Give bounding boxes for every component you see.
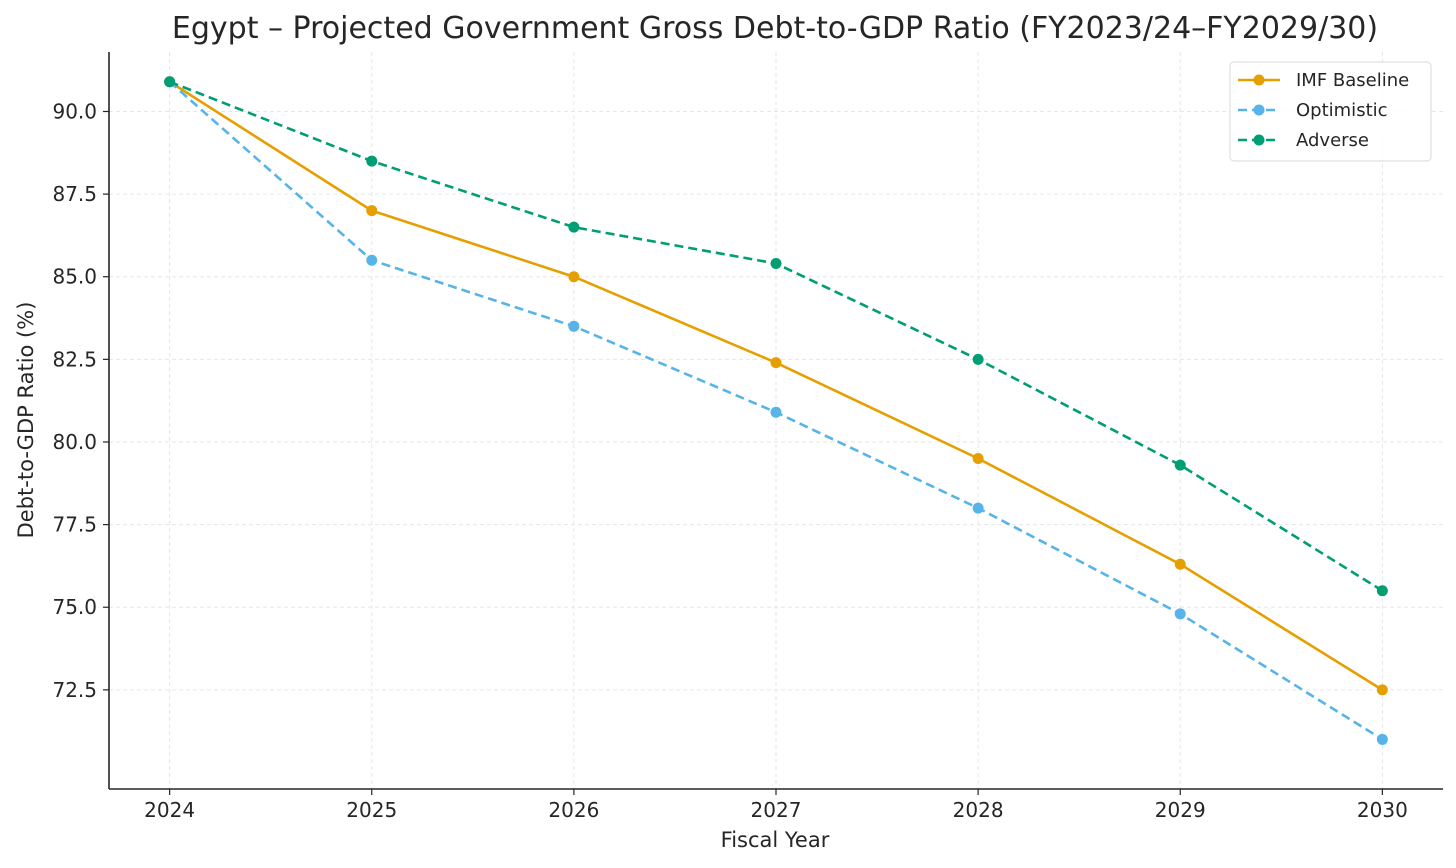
data-point: [770, 406, 782, 418]
data-point: [568, 271, 580, 283]
data-point: [1174, 558, 1186, 570]
data-point: [1376, 733, 1388, 745]
data-point: [366, 254, 378, 266]
legend-marker: [1253, 74, 1265, 86]
y-tick-label: 72.5: [52, 678, 97, 702]
y-axis-ticks: 72.5 75.0 77.5 80.0 82.5 85.0 87.5 90.0: [52, 99, 109, 702]
y-tick-label: 80.0: [52, 430, 97, 454]
x-tick-label: 2024: [144, 798, 195, 822]
y-tick-label: 75.0: [52, 595, 97, 619]
y-tick-label: 77.5: [52, 513, 97, 537]
x-tick-label: 2028: [953, 798, 1004, 822]
x-tick-label: 2029: [1155, 798, 1206, 822]
data-point: [366, 205, 378, 217]
x-tick-label: 2025: [346, 798, 397, 822]
x-tick-label: 2027: [751, 798, 802, 822]
y-tick-label: 85.0: [52, 265, 97, 289]
legend: IMF Baseline Optimistic Adverse: [1229, 61, 1432, 162]
chart-title: Egypt – Projected Government Gross Debt-…: [172, 11, 1378, 46]
legend-label: Optimistic: [1296, 100, 1388, 121]
data-point: [1174, 459, 1186, 471]
data-point: [770, 357, 782, 369]
series-adverse: [164, 76, 1388, 597]
data-point: [972, 353, 984, 365]
y-axis-label: Debt-to-GDP Ratio (%): [14, 302, 38, 539]
x-axis-ticks: 2024 2025 2026 2027 2028 2029 2030: [144, 789, 1408, 822]
y-tick-label: 87.5: [52, 182, 97, 206]
legend-label: IMF Baseline: [1296, 70, 1409, 91]
data-point: [972, 502, 984, 514]
series-optimistic: [164, 76, 1388, 745]
data-point: [366, 155, 378, 167]
data-point: [1376, 585, 1388, 597]
x-tick-label: 2030: [1357, 798, 1408, 822]
data-point: [972, 453, 984, 465]
data-point: [568, 221, 580, 233]
x-axis-label: Fiscal Year: [721, 828, 830, 852]
legend-box: [1229, 61, 1432, 162]
data-point: [164, 76, 176, 88]
data-point: [1376, 684, 1388, 696]
y-tick-label: 90.0: [52, 99, 97, 123]
grid-layer: [109, 52, 1443, 789]
legend-label: Adverse: [1296, 130, 1369, 151]
data-point: [1174, 608, 1186, 620]
legend-marker: [1253, 104, 1265, 116]
data-point: [770, 258, 782, 270]
y-tick-label: 82.5: [52, 347, 97, 371]
series-layer: [164, 76, 1388, 745]
series-imf-baseline: [164, 76, 1388, 696]
legend-marker: [1253, 134, 1265, 146]
data-point: [568, 320, 580, 332]
x-tick-label: 2026: [548, 798, 599, 822]
